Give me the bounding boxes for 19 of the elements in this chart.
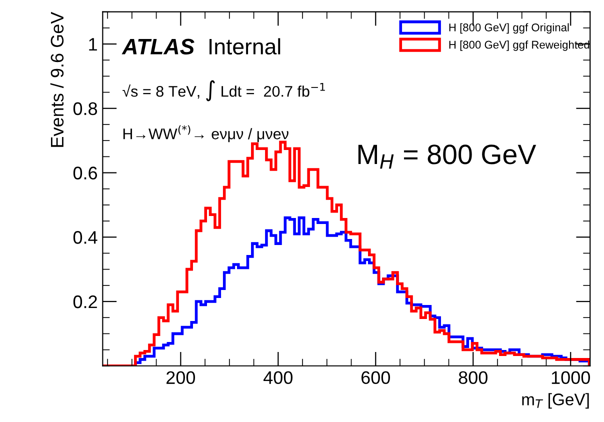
annotation: M$_{H}$ = 800 GeV [358,144,536,169]
y-tick-label: 1 [89,38,97,51]
x-tick-label: 600 [361,371,390,384]
x-tick-label: 1000 [552,371,590,384]
y-tick-label: 0.2 [73,295,97,308]
y-tick-label: 0.8 [73,102,98,116]
y-axis-title: Events / 9.6 GeV [50,12,64,147]
x-tick-label: 200 [166,371,196,384]
legend-label: H [800 GeV] ggf Original [449,23,569,34]
y-tick-label: 0.6 [73,166,98,180]
x-axis-title: m$_{T}$ [GeV] [522,393,589,409]
x-tick-label: 800 [458,371,488,384]
annotation: Internal [210,38,280,55]
annotation: √s = 8 TeV, ∫ Ldt = 20.7 fb$^{−1}$ [122,80,325,102]
x-tick-label: 400 [264,371,293,384]
annotation: H→WW$^{(*)}$→ eνμν / μνeν [123,125,288,142]
annotation: ATLAS [122,38,194,55]
y-tick-label: 0.4 [73,231,98,244]
legend-label: H [800 GeV] ggf Reweighted [449,40,590,51]
